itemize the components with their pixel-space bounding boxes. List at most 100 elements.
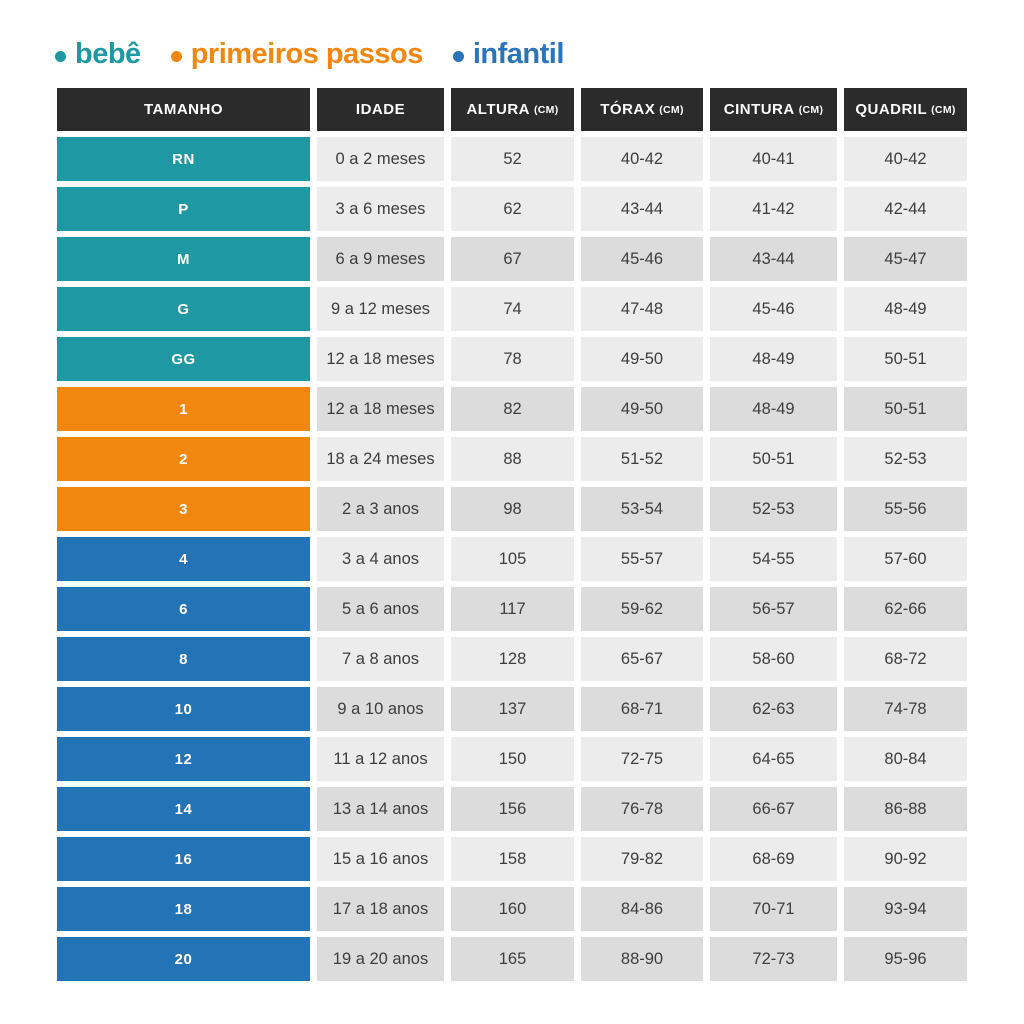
column-header-quadril: QUADRIL (CM): [844, 88, 967, 131]
torax-cell: 49-50: [581, 337, 703, 381]
altura-cell: 82: [451, 387, 574, 431]
column-header-label: TÓRAX: [600, 101, 656, 118]
altura-cell: 150: [451, 737, 574, 781]
idade-cell: 7 a 8 anos: [317, 637, 444, 681]
column-header-label: CINTURA: [723, 101, 795, 118]
legend-label: infantil: [472, 38, 565, 70]
idade-cell: 5 a 6 anos: [317, 587, 444, 631]
column-header-label: QUADRIL: [855, 101, 928, 118]
quadril-cell: 80-84: [844, 737, 967, 781]
bullet-icon: [55, 50, 66, 62]
size-cell: 8: [57, 637, 310, 681]
idade-cell: 12 a 18 meses: [317, 387, 444, 431]
quadril-cell: 90-92: [844, 837, 967, 881]
idade-cell: 9 a 10 anos: [317, 687, 444, 731]
cintura-cell: 62-63: [710, 687, 837, 731]
altura-cell: 156: [451, 787, 574, 831]
quadril-cell: 52-53: [844, 437, 967, 481]
idade-cell: 18 a 24 meses: [317, 437, 444, 481]
idade-cell: 6 a 9 meses: [317, 237, 444, 281]
altura-cell: 88: [451, 437, 574, 481]
altura-cell: 78: [451, 337, 574, 381]
cintura-cell: 54-55: [710, 537, 837, 581]
cintura-cell: 66-67: [710, 787, 837, 831]
size-cell: G: [57, 287, 310, 331]
torax-cell: 76-78: [581, 787, 703, 831]
column-header-idade: IDADE: [317, 88, 444, 131]
cintura-cell: 72-73: [710, 937, 837, 981]
legend: bebê primeiros passos infantil: [55, 38, 564, 71]
cintura-cell: 52-53: [710, 487, 837, 531]
size-table: TAMANHO IDADE ALTURA (CM) TÓRAX (CM) CINTURA (C…: [57, 87, 967, 981]
legend-item-primeiros-passos: primeiros passos: [170, 38, 424, 71]
idade-cell: 3 a 4 anos: [317, 537, 444, 581]
torax-cell: 72-75: [581, 737, 703, 781]
idade-cell: 13 a 14 anos: [317, 787, 444, 831]
cintura-cell: 41-42: [710, 187, 837, 231]
size-cell: RN: [57, 137, 310, 181]
idade-cell: 19 a 20 anos: [317, 937, 444, 981]
torax-cell: 51-52: [581, 437, 703, 481]
altura-cell: 62: [451, 187, 574, 231]
idade-cell: 0 a 2 meses: [317, 137, 444, 181]
quadril-cell: 50-51: [844, 387, 967, 431]
column-header-label: TAMANHO: [143, 101, 224, 118]
quadril-cell: 48-49: [844, 287, 967, 331]
quadril-cell: 57-60: [844, 537, 967, 581]
size-cell: 18: [57, 887, 310, 931]
cintura-cell: 58-60: [710, 637, 837, 681]
torax-cell: 53-54: [581, 487, 703, 531]
quadril-cell: 55-56: [844, 487, 967, 531]
idade-cell: 15 a 16 anos: [317, 837, 444, 881]
torax-cell: 40-42: [581, 137, 703, 181]
size-cell: 6: [57, 587, 310, 631]
size-cell: 3: [57, 487, 310, 531]
altura-cell: 128: [451, 637, 574, 681]
size-cell: 4: [57, 537, 310, 581]
cintura-cell: 64-65: [710, 737, 837, 781]
quadril-cell: 50-51: [844, 337, 967, 381]
legend-label: primeiros passos: [190, 38, 424, 70]
size-cell: M: [57, 237, 310, 281]
torax-cell: 55-57: [581, 537, 703, 581]
cintura-cell: 40-41: [710, 137, 837, 181]
idade-cell: 3 a 6 meses: [317, 187, 444, 231]
torax-cell: 88-90: [581, 937, 703, 981]
quadril-cell: 40-42: [844, 137, 967, 181]
torax-cell: 45-46: [581, 237, 703, 281]
legend-item-infantil: infantil: [452, 38, 565, 71]
column-header-altura: ALTURA (CM): [451, 88, 574, 131]
cintura-cell: 56-57: [710, 587, 837, 631]
altura-cell: 160: [451, 887, 574, 931]
size-cell: 10: [57, 687, 310, 731]
size-cell: 16: [57, 837, 310, 881]
legend-item-bebe: bebê: [55, 38, 141, 71]
cintura-cell: 48-49: [710, 387, 837, 431]
altura-cell: 98: [451, 487, 574, 531]
torax-cell: 84-86: [581, 887, 703, 931]
altura-cell: 165: [451, 937, 574, 981]
column-header-cintura: CINTURA (CM): [710, 88, 837, 131]
torax-cell: 49-50: [581, 387, 703, 431]
torax-cell: 79-82: [581, 837, 703, 881]
altura-cell: 67: [451, 237, 574, 281]
size-cell: 2: [57, 437, 310, 481]
altura-cell: 137: [451, 687, 574, 731]
bullet-icon: [170, 50, 182, 62]
column-header-unit: (CM): [931, 103, 956, 116]
size-cell: 20: [57, 937, 310, 981]
idade-cell: 12 a 18 meses: [317, 337, 444, 381]
size-cell: GG: [57, 337, 310, 381]
quadril-cell: 68-72: [844, 637, 967, 681]
cintura-cell: 50-51: [710, 437, 837, 481]
quadril-cell: 95-96: [844, 937, 967, 981]
cintura-cell: 70-71: [710, 887, 837, 931]
cintura-cell: 45-46: [710, 287, 837, 331]
torax-cell: 65-67: [581, 637, 703, 681]
idade-cell: 9 a 12 meses: [317, 287, 444, 331]
altura-cell: 74: [451, 287, 574, 331]
torax-cell: 68-71: [581, 687, 703, 731]
column-header-torax: TÓRAX (CM): [581, 88, 703, 131]
altura-cell: 158: [451, 837, 574, 881]
quadril-cell: 86-88: [844, 787, 967, 831]
